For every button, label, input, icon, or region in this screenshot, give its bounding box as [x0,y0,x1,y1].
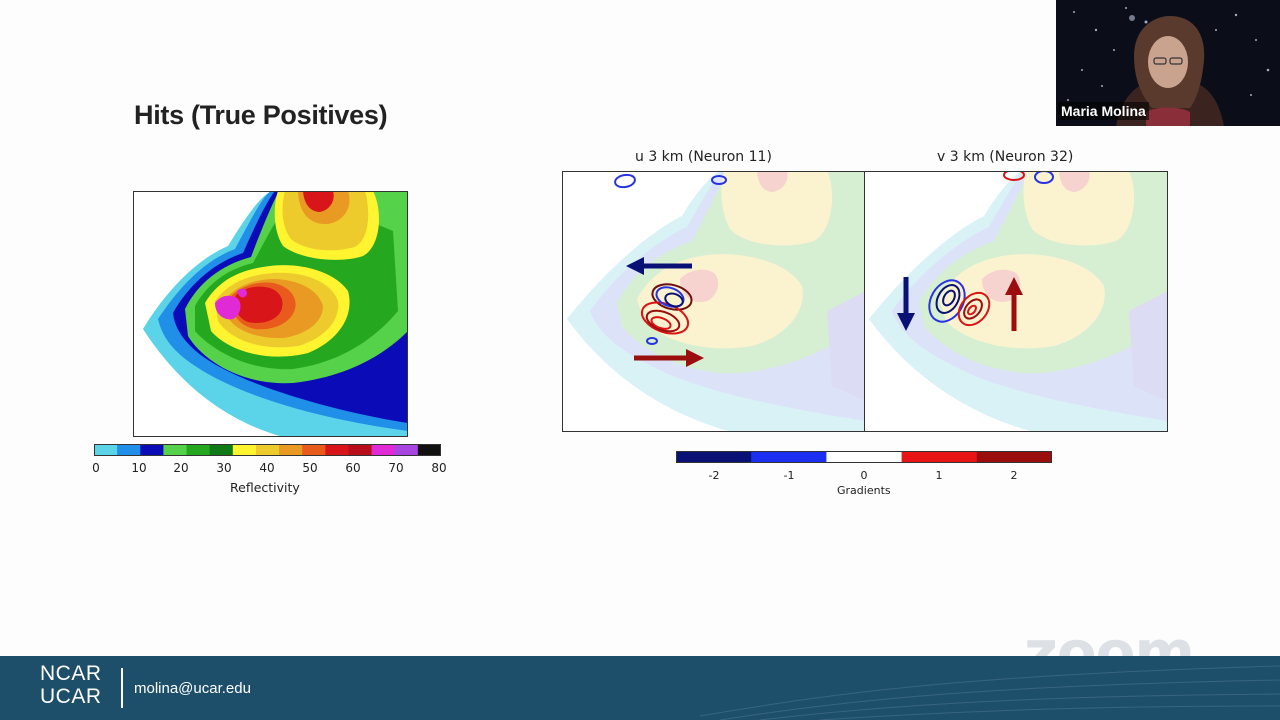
colorbar-segment [302,444,326,456]
colorbar-segment [676,451,752,463]
gradient-tick: -1 [783,469,795,482]
reflectivity-tick: 10 [131,461,147,475]
reflectivity-map [133,191,408,437]
colorbar-border [676,451,1052,463]
colorbar-segment [255,444,280,456]
logo-line-ucar: UCAR [40,685,102,708]
colorbar-border [94,444,441,456]
colorbar-segment [901,451,978,463]
reflectivity-tick: 40 [259,461,275,475]
colorbar-segment [417,444,441,456]
u-gradient-arrow-right [634,349,704,367]
v-gradient-arrow-up [1005,277,1023,331]
colorbar-segment [232,444,257,456]
slide-title: Hits (True Positives) [134,100,388,130]
colorbar-segment [751,451,827,463]
colorbar-segment [140,444,164,456]
reflectivity-tick: 0 [92,461,100,475]
gradients-colorbar-label: Gradients [837,484,891,497]
contact-email: molina@ucar.edu [134,680,251,697]
reflectivity-colorbar-label: Reflectivity [230,480,300,495]
reflectivity-tick: 70 [388,461,404,475]
panel-u-title: u 3 km (Neuron 11) [635,149,772,165]
gradient-tick: 1 [935,469,943,482]
panel-v-map [864,171,1168,432]
colorbar-segment [94,444,118,456]
reflectivity-tick: 30 [216,461,232,475]
reflectivity-tick: 50 [302,461,318,475]
footer-decoration [700,665,1280,720]
gradient-tick: -2 [708,469,720,482]
colorbar-segment [186,444,211,456]
gradients-colorbar [676,451,1052,463]
v-gradient-arrow-down [897,277,915,331]
colorbar-segment [826,451,903,463]
participant-name-label: Maria Molina [1058,102,1149,120]
gradient-tick: 2 [1010,469,1018,482]
colorbar-segment [209,444,234,456]
reflectivity-tick: 80 [431,461,447,475]
colorbar-segment [394,444,419,456]
colorbar-segment [371,444,396,456]
reflectivity-tick: 60 [345,461,361,475]
reflectivity-colorbar [94,444,441,456]
u-gradient-arrow-left [626,257,692,275]
gradient-tick: 0 [860,469,868,482]
logo-line-ncar: NCAR [40,662,102,685]
colorbar-segment [117,444,141,456]
colorbar-segment [163,444,188,456]
footer-divider [121,668,123,708]
colorbar-segment [325,444,349,456]
colorbar-segment [279,444,303,456]
reflectivity-tick: 20 [173,461,189,475]
panel-v-title: v 3 km (Neuron 32) [937,149,1074,165]
panel-u-map [562,171,866,432]
ncar-ucar-logo: NCAR UCAR [40,662,102,708]
colorbar-segment [348,444,373,456]
slide-footer: NCAR UCAR molina@ucar.edu [0,656,1280,720]
colorbar-segment [976,451,1052,463]
